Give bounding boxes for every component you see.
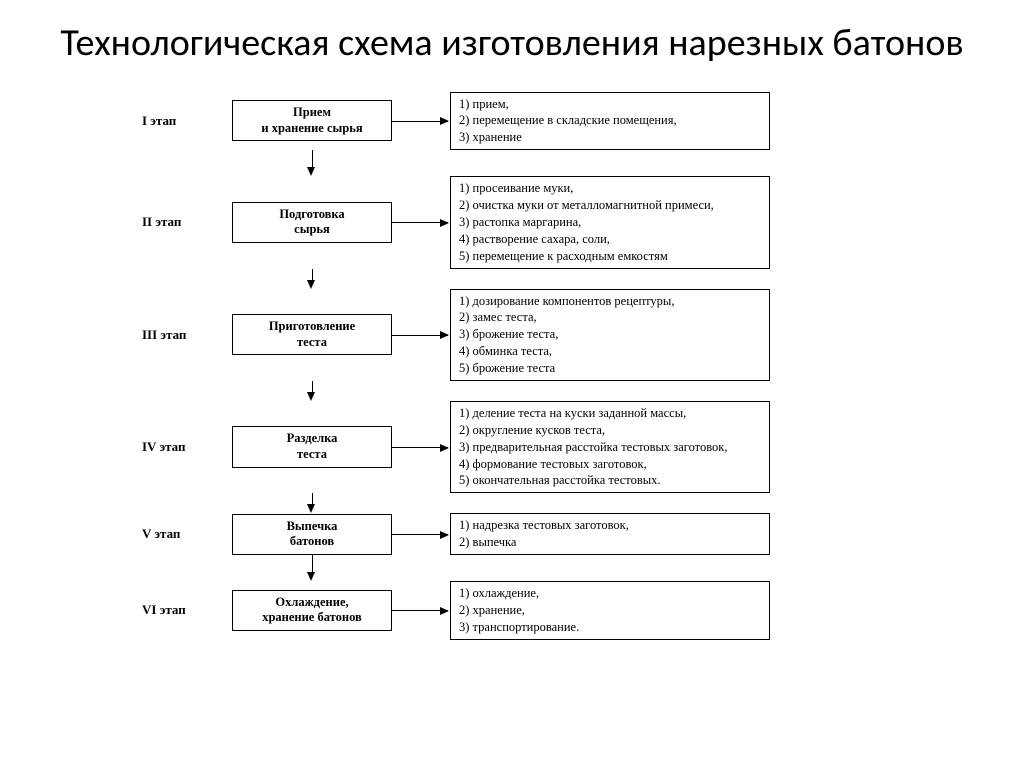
detail-line: 4) растворение сахара, соли, xyxy=(459,231,761,248)
stage-label: V этап xyxy=(142,526,232,542)
detail-line: 1) охлаждение, xyxy=(459,585,761,602)
detail-line: 4) обминка теста, xyxy=(459,343,761,360)
detail-line: 2) очистка муки от металломагнитной прим… xyxy=(459,197,761,214)
arrow-down-icon xyxy=(311,381,313,401)
detail-box: 1) просеивание муки,2) очистка муки от м… xyxy=(450,176,770,268)
detail-line: 2) выпечка xyxy=(459,534,761,551)
arrow-down-icon xyxy=(311,150,313,176)
arrow-down-icon xyxy=(311,555,313,581)
detail-line: 3) брожение теста, xyxy=(459,326,761,343)
detail-line: 2) замес теста, xyxy=(459,309,761,326)
page-title: Технологическая схема изготовления нарез… xyxy=(30,20,994,68)
detail-line: 4) формование тестовых заготовок, xyxy=(459,456,761,473)
detail-line: 5) перемещение к расходным емкостям xyxy=(459,248,761,265)
stage-box: Выпечка батонов xyxy=(232,514,392,555)
stage-row: I этапПрием и хранение сырья 1) прием,2) … xyxy=(142,92,882,151)
detail-line: 2) хранение, xyxy=(459,602,761,619)
detail-line: 5) окончательная расстойка тестовых. xyxy=(459,472,761,489)
arrow-right-icon xyxy=(392,335,448,336)
detail-box: 1) прием,2) перемещение в складские поме… xyxy=(450,92,770,151)
stage-box: Приготовление теста xyxy=(232,314,392,355)
arrow-right-icon xyxy=(392,222,448,223)
arrow-right-icon xyxy=(392,610,448,611)
arrow-down-icon xyxy=(311,269,313,289)
detail-box: 1) деление теста на куски заданной массы… xyxy=(450,401,770,493)
stage-box: Подготовка сырья xyxy=(232,202,392,243)
detail-line: 5) брожение теста xyxy=(459,360,761,377)
stage-label: VI этап xyxy=(142,602,232,618)
detail-box: 1) дозирование компонентов рецептуры,2) … xyxy=(450,289,770,381)
stage-label: I этап xyxy=(142,113,232,129)
stage-row: VI этапОхлаждение, хранение батонов 1) ох… xyxy=(142,581,882,640)
stage-box: Разделка теста xyxy=(232,426,392,467)
detail-line: 1) деление теста на куски заданной массы… xyxy=(459,405,761,422)
stage-box: Охлаждение, хранение батонов xyxy=(232,590,392,631)
stage-row: III этапПриготовление теста 1) дозировани… xyxy=(142,289,882,381)
detail-line: 2) перемещение в складские помещения, xyxy=(459,112,761,129)
flowchart: I этапПрием и хранение сырья1) прием,2) … xyxy=(142,92,882,640)
detail-line: 3) хранение xyxy=(459,129,761,146)
detail-line: 3) растопка маргарина, xyxy=(459,214,761,231)
detail-line: 1) просеивание муки, xyxy=(459,180,761,197)
arrow-down-icon xyxy=(311,493,313,513)
detail-line: 3) предварительная расстойка тестовых за… xyxy=(459,439,761,456)
stage-label: IV этап xyxy=(142,439,232,455)
stage-row: II этапПодготовка сырья 1) просеивание му… xyxy=(142,176,882,268)
detail-line: 1) дозирование компонентов рецептуры, xyxy=(459,293,761,310)
detail-box: 1) охлаждение,2) хранение,3) транспортир… xyxy=(450,581,770,640)
detail-line: 1) надрезка тестовых заготовок, xyxy=(459,517,761,534)
arrow-right-icon xyxy=(392,121,448,122)
detail-line: 3) транспортирование. xyxy=(459,619,761,636)
detail-line: 1) прием, xyxy=(459,96,761,113)
stage-label: III этап xyxy=(142,327,232,343)
arrow-right-icon xyxy=(392,534,448,535)
detail-box: 1) надрезка тестовых заготовок,2) выпечк… xyxy=(450,513,770,555)
arrow-right-icon xyxy=(392,447,448,448)
stage-box: Прием и хранение сырья xyxy=(232,100,392,141)
stage-row: IV этапРазделка теста 1) деление теста на… xyxy=(142,401,882,493)
stage-row: V этапВыпечка батонов 1) надрезка тестовы… xyxy=(142,513,882,555)
detail-line: 2) округление кусков теста, xyxy=(459,422,761,439)
stage-label: II этап xyxy=(142,214,232,230)
